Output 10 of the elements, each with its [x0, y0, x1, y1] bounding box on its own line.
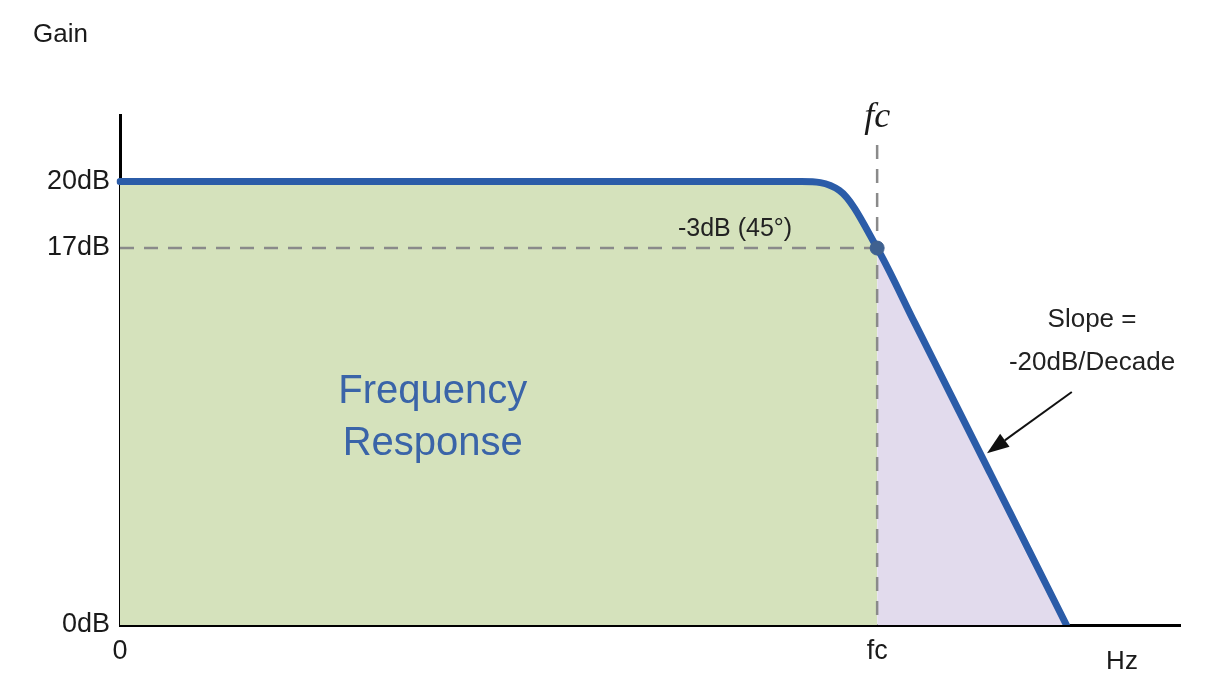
x-axis-title: Hz [1106, 645, 1138, 675]
y-tick-label: 20dB [46, 164, 110, 195]
ref-line-label: -3dB (45°) [677, 213, 793, 242]
y-tick-label: 17dB [46, 231, 110, 262]
y-tick-label: 0dB [61, 608, 110, 639]
x-tick-label: 0 [112, 634, 128, 665]
annotation: Slope = -20dB/Decade [1008, 303, 1176, 377]
annotation: Frequency Response [338, 366, 528, 463]
y-axis-title: Gain [33, 18, 88, 48]
ref-line-label: fc [864, 95, 891, 135]
